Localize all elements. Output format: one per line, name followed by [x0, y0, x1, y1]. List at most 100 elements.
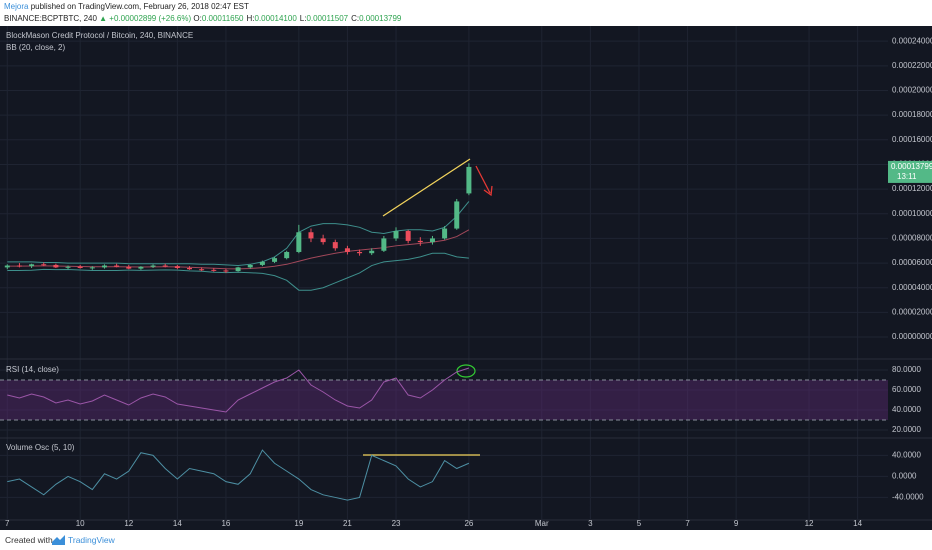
y-tick-label: 80.0000: [892, 365, 921, 374]
y-tick-label: 40.0000: [892, 405, 921, 414]
candle-body: [89, 267, 95, 269]
background: [0, 26, 932, 530]
candle-body: [53, 264, 59, 268]
published: published on TradingView.com, February 2…: [30, 2, 249, 11]
candle-body: [272, 258, 278, 262]
candle-body: [332, 242, 338, 249]
x-tick-label: 3: [588, 519, 593, 528]
candle-body: [138, 266, 144, 269]
candle-body: [65, 266, 71, 268]
candle-body: [308, 232, 314, 239]
candle-body: [417, 240, 423, 243]
candle-body: [369, 250, 375, 254]
candle-body: [259, 261, 265, 265]
ohlc-label: H:: [246, 14, 255, 23]
candle-body: [357, 251, 363, 254]
candle-body: [126, 266, 132, 269]
arrow-head: [483, 185, 493, 197]
indicator-line: [7, 367, 470, 413]
x-tick-label: Mar: [535, 519, 549, 528]
x-tick-label: 21: [343, 519, 352, 528]
candle-body: [442, 228, 448, 239]
y-tick-label: 60.0000: [892, 385, 921, 394]
candle-body: [344, 248, 350, 252]
candle-body: [199, 269, 205, 271]
candle-body: [114, 265, 120, 267]
x-tick-label: 5: [637, 519, 642, 528]
ohlc-label: O:: [193, 14, 202, 23]
candle-body: [211, 269, 217, 271]
y-tick-label: 0.00008000: [892, 234, 932, 243]
panel-title: BlockMason Credit Protocol / Bitcoin, 24…: [6, 31, 193, 40]
candle-body: [296, 232, 302, 252]
y-tick-label: -40.0000: [892, 493, 924, 502]
y-tick-label: 0.00002000: [892, 307, 932, 316]
countdown: 13:11: [897, 172, 917, 181]
ohlc-value: 0.00014100: [254, 14, 297, 23]
header: Mejora published on TradingView.com, Feb…: [0, 0, 932, 26]
logo: [52, 535, 65, 545]
change: ▲ +0.00002899 (+26.6%): [99, 14, 192, 23]
last-price-box: [888, 160, 932, 183]
x-tick-label: 7: [5, 519, 10, 528]
panel-title: RSI (14, close): [6, 365, 59, 374]
candle-body: [247, 264, 253, 268]
candle-body: [16, 265, 22, 267]
candle-body: [29, 264, 35, 267]
brand[interactable]: TradingView: [68, 535, 115, 545]
candle-body: [150, 265, 156, 267]
y-tick-label: 0.00024000: [892, 36, 932, 45]
ohlc-value: 0.00011507: [306, 14, 349, 23]
candle-body: [101, 265, 107, 268]
y-tick-label: 0.0000: [892, 472, 917, 481]
x-tick-label: 7: [685, 519, 690, 528]
candle-body: [284, 251, 290, 259]
author[interactable]: Mejora: [4, 2, 29, 11]
rsi-band: [0, 380, 888, 420]
candle-body: [4, 265, 10, 268]
indicator-line: [7, 449, 470, 501]
y-tick-label: 0.00000000: [892, 332, 932, 341]
candle-body: [393, 231, 399, 239]
indicator-title: BB (20, close, 2): [6, 43, 65, 52]
candle-body: [454, 201, 460, 229]
symbol: BINANCE:BCPTBTC, 240: [4, 14, 97, 23]
x-tick-label: 10: [76, 519, 85, 528]
x-tick-label: 14: [173, 519, 182, 528]
footer: Created with TradingView: [0, 530, 932, 550]
candle-body: [77, 266, 83, 269]
candle-body: [320, 238, 326, 243]
x-tick-label: 14: [853, 519, 862, 528]
candle-body: [381, 238, 387, 251]
candle-body: [223, 270, 229, 272]
y-tick-label: 0.00022000: [892, 61, 932, 70]
candle-body: [235, 267, 241, 272]
y-tick-label: 0.00004000: [892, 283, 932, 292]
x-tick-label: 26: [464, 519, 473, 528]
chart: BlockMason Credit Protocol / Bitcoin, 24…: [0, 26, 932, 530]
x-tick-label: 12: [805, 519, 814, 528]
y-tick-label: 0.00016000: [892, 135, 932, 144]
ohlc: O:0.00011650 H:0.00014100 L:0.00011507 C:0.…: [193, 14, 404, 23]
candle-body: [174, 266, 180, 269]
arrow: [475, 165, 491, 194]
y-tick-label: 0.00020000: [892, 86, 932, 95]
created: Created with: [5, 535, 53, 545]
candle-body: [405, 231, 411, 241]
candle-body: [162, 265, 168, 267]
ohlc-value: 0.00013799: [359, 14, 402, 23]
y-tick-label: 0.00006000: [892, 258, 932, 267]
y-tick-label: 40.0000: [892, 450, 921, 459]
ohlc-label: L:: [299, 14, 307, 23]
ohlc-value: 0.00011650: [201, 14, 244, 23]
x-tick-label: 12: [124, 519, 133, 528]
bb-lower: [7, 252, 469, 291]
circle-mark: [456, 364, 476, 378]
x-tick-label: 9: [734, 519, 739, 528]
y-tick-label: 0.00018000: [892, 110, 932, 119]
candle-body: [429, 238, 435, 243]
x-tick-label: 19: [294, 519, 303, 528]
y-tick-label: 20.0000: [892, 425, 921, 434]
last-price-label: 0.00013799: [891, 162, 932, 171]
